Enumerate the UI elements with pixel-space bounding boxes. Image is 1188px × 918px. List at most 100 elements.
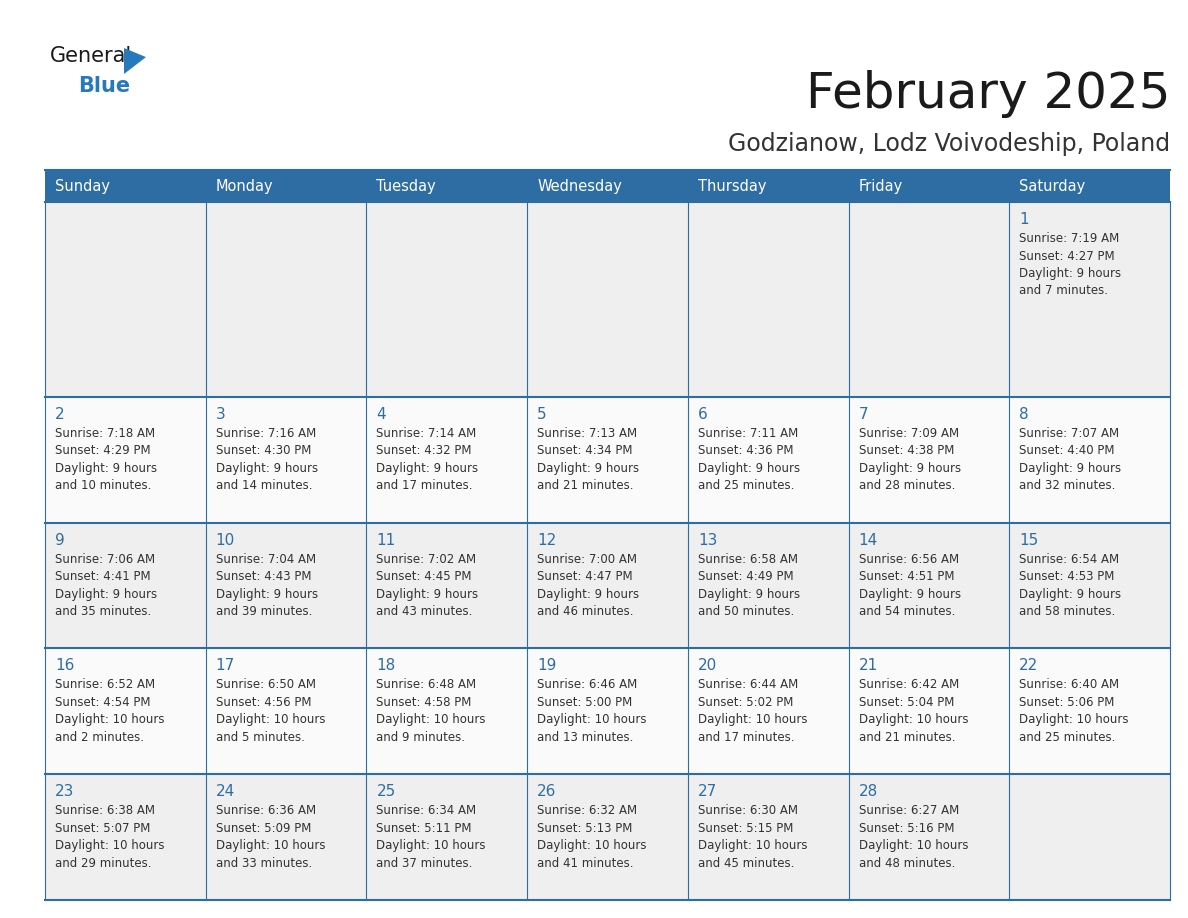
Text: February 2025: February 2025: [805, 70, 1170, 118]
Text: Daylight: 10 hours: Daylight: 10 hours: [697, 839, 808, 852]
Text: Sunrise: 6:54 AM: Sunrise: 6:54 AM: [1019, 553, 1119, 565]
Text: Sunrise: 6:48 AM: Sunrise: 6:48 AM: [377, 678, 476, 691]
Text: and 2 minutes.: and 2 minutes.: [55, 731, 144, 744]
Text: 22: 22: [1019, 658, 1038, 674]
Bar: [45, 397, 1170, 522]
Text: Sunrise: 7:02 AM: Sunrise: 7:02 AM: [377, 553, 476, 565]
Text: Sunrise: 7:07 AM: Sunrise: 7:07 AM: [1019, 427, 1119, 440]
Text: and 17 minutes.: and 17 minutes.: [697, 731, 795, 744]
Text: Monday: Monday: [216, 178, 273, 194]
Text: and 43 minutes.: and 43 minutes.: [377, 605, 473, 618]
Text: and 32 minutes.: and 32 minutes.: [1019, 479, 1116, 492]
Text: Sunset: 4:32 PM: Sunset: 4:32 PM: [377, 444, 472, 457]
Text: Daylight: 9 hours: Daylight: 9 hours: [697, 588, 800, 600]
Text: and 14 minutes.: and 14 minutes.: [216, 479, 312, 492]
Text: Daylight: 9 hours: Daylight: 9 hours: [216, 462, 318, 475]
Text: Sunrise: 7:19 AM: Sunrise: 7:19 AM: [1019, 232, 1119, 245]
Text: Blue: Blue: [78, 76, 131, 96]
Text: Sunset: 5:09 PM: Sunset: 5:09 PM: [216, 822, 311, 834]
Text: Tuesday: Tuesday: [377, 178, 436, 194]
Text: and 5 minutes.: and 5 minutes.: [216, 731, 304, 744]
Text: and 17 minutes.: and 17 minutes.: [377, 479, 473, 492]
Text: Sunset: 5:04 PM: Sunset: 5:04 PM: [859, 696, 954, 709]
Text: 19: 19: [537, 658, 556, 674]
Text: 10: 10: [216, 532, 235, 548]
Text: Sunrise: 7:06 AM: Sunrise: 7:06 AM: [55, 553, 156, 565]
Text: 6: 6: [697, 407, 708, 422]
Text: 2: 2: [55, 407, 64, 422]
Text: and 48 minutes.: and 48 minutes.: [859, 856, 955, 869]
Text: 12: 12: [537, 532, 556, 548]
Text: Saturday: Saturday: [1019, 178, 1086, 194]
Text: Sunset: 4:56 PM: Sunset: 4:56 PM: [216, 696, 311, 709]
Text: Daylight: 9 hours: Daylight: 9 hours: [1019, 462, 1121, 475]
Text: and 33 minutes.: and 33 minutes.: [216, 856, 312, 869]
Text: and 41 minutes.: and 41 minutes.: [537, 856, 633, 869]
Text: Daylight: 9 hours: Daylight: 9 hours: [537, 588, 639, 600]
Text: 11: 11: [377, 532, 396, 548]
Text: and 10 minutes.: and 10 minutes.: [55, 479, 151, 492]
Text: Sunset: 4:43 PM: Sunset: 4:43 PM: [216, 570, 311, 583]
Text: Daylight: 10 hours: Daylight: 10 hours: [697, 713, 808, 726]
Text: Godzianow, Lodz Voivodeship, Poland: Godzianow, Lodz Voivodeship, Poland: [728, 132, 1170, 156]
Text: Sunset: 4:51 PM: Sunset: 4:51 PM: [859, 570, 954, 583]
Text: Sunset: 4:54 PM: Sunset: 4:54 PM: [55, 696, 151, 709]
Text: and 54 minutes.: and 54 minutes.: [859, 605, 955, 618]
Text: Sunrise: 7:13 AM: Sunrise: 7:13 AM: [537, 427, 637, 440]
Text: 16: 16: [55, 658, 75, 674]
Text: Sunrise: 7:09 AM: Sunrise: 7:09 AM: [859, 427, 959, 440]
Text: 7: 7: [859, 407, 868, 422]
Text: Daylight: 9 hours: Daylight: 9 hours: [55, 588, 157, 600]
Text: 27: 27: [697, 784, 718, 800]
Text: 18: 18: [377, 658, 396, 674]
Text: Sunrise: 6:32 AM: Sunrise: 6:32 AM: [537, 804, 637, 817]
Text: 25: 25: [377, 784, 396, 800]
Text: Sunset: 4:45 PM: Sunset: 4:45 PM: [377, 570, 472, 583]
Text: Sunrise: 7:14 AM: Sunrise: 7:14 AM: [377, 427, 476, 440]
Text: Sunrise: 7:00 AM: Sunrise: 7:00 AM: [537, 553, 637, 565]
Text: Sunrise: 6:46 AM: Sunrise: 6:46 AM: [537, 678, 638, 691]
Text: Sunset: 5:13 PM: Sunset: 5:13 PM: [537, 822, 632, 834]
Text: 21: 21: [859, 658, 878, 674]
Text: and 35 minutes.: and 35 minutes.: [55, 605, 151, 618]
Text: Sunset: 4:49 PM: Sunset: 4:49 PM: [697, 570, 794, 583]
Text: Daylight: 10 hours: Daylight: 10 hours: [1019, 713, 1129, 726]
Text: Daylight: 9 hours: Daylight: 9 hours: [537, 462, 639, 475]
Text: Sunrise: 6:38 AM: Sunrise: 6:38 AM: [55, 804, 154, 817]
Text: and 7 minutes.: and 7 minutes.: [1019, 285, 1108, 297]
Text: Sunrise: 7:18 AM: Sunrise: 7:18 AM: [55, 427, 156, 440]
Text: and 29 minutes.: and 29 minutes.: [55, 856, 152, 869]
Text: Sunset: 4:27 PM: Sunset: 4:27 PM: [1019, 250, 1114, 263]
Text: Daylight: 10 hours: Daylight: 10 hours: [55, 839, 164, 852]
Text: 28: 28: [859, 784, 878, 800]
Text: 23: 23: [55, 784, 75, 800]
Text: Sunset: 4:29 PM: Sunset: 4:29 PM: [55, 444, 151, 457]
Text: Sunset: 4:38 PM: Sunset: 4:38 PM: [859, 444, 954, 457]
Text: Sunset: 5:00 PM: Sunset: 5:00 PM: [537, 696, 632, 709]
Text: Sunset: 4:58 PM: Sunset: 4:58 PM: [377, 696, 472, 709]
Bar: [45, 170, 1170, 202]
Text: Sunset: 4:47 PM: Sunset: 4:47 PM: [537, 570, 633, 583]
Text: Daylight: 10 hours: Daylight: 10 hours: [537, 839, 646, 852]
Text: 9: 9: [55, 532, 65, 548]
Text: Sunrise: 7:04 AM: Sunrise: 7:04 AM: [216, 553, 316, 565]
Text: and 39 minutes.: and 39 minutes.: [216, 605, 312, 618]
Text: 20: 20: [697, 658, 718, 674]
Text: Sunrise: 6:40 AM: Sunrise: 6:40 AM: [1019, 678, 1119, 691]
Text: Sunrise: 6:27 AM: Sunrise: 6:27 AM: [859, 804, 959, 817]
Text: Sunrise: 6:42 AM: Sunrise: 6:42 AM: [859, 678, 959, 691]
Text: and 21 minutes.: and 21 minutes.: [859, 731, 955, 744]
Text: Sunset: 5:11 PM: Sunset: 5:11 PM: [377, 822, 472, 834]
Text: Sunrise: 6:34 AM: Sunrise: 6:34 AM: [377, 804, 476, 817]
Text: Sunset: 4:41 PM: Sunset: 4:41 PM: [55, 570, 151, 583]
Bar: [45, 202, 1170, 397]
Text: Sunset: 4:53 PM: Sunset: 4:53 PM: [1019, 570, 1114, 583]
Text: 8: 8: [1019, 407, 1029, 422]
Text: Daylight: 9 hours: Daylight: 9 hours: [1019, 267, 1121, 280]
Text: Sunset: 5:07 PM: Sunset: 5:07 PM: [55, 822, 151, 834]
Text: Sunset: 4:40 PM: Sunset: 4:40 PM: [1019, 444, 1114, 457]
Text: Sunrise: 6:50 AM: Sunrise: 6:50 AM: [216, 678, 316, 691]
Text: Sunrise: 7:11 AM: Sunrise: 7:11 AM: [697, 427, 798, 440]
Text: Daylight: 10 hours: Daylight: 10 hours: [55, 713, 164, 726]
Text: Sunset: 5:06 PM: Sunset: 5:06 PM: [1019, 696, 1114, 709]
